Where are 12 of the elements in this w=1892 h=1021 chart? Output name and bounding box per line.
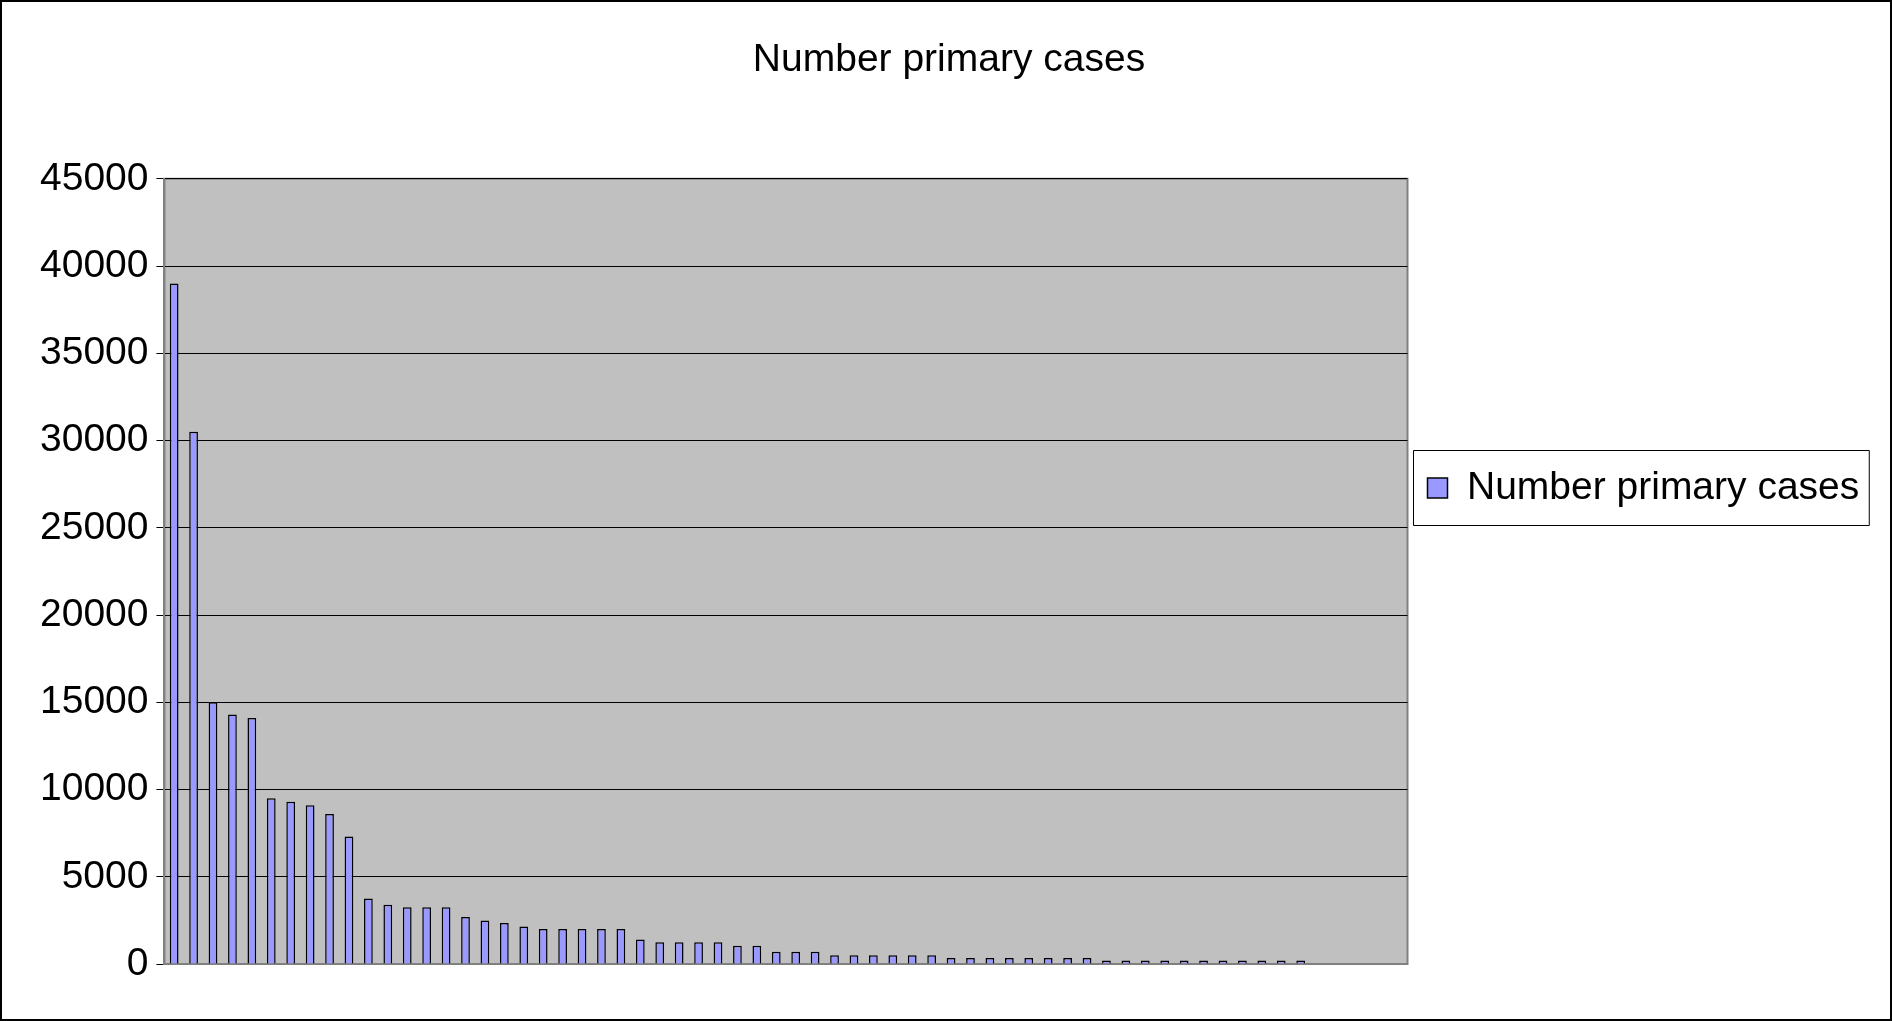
chart-title: Number primary cases bbox=[752, 36, 1146, 80]
y-tick-label: 30000 bbox=[40, 416, 149, 460]
y-tick-label: 15000 bbox=[40, 678, 149, 722]
y-tick-label: 25000 bbox=[40, 503, 149, 547]
y-tick-label: 40000 bbox=[40, 241, 149, 285]
y-tick-label: 45000 bbox=[40, 154, 149, 198]
y-tick-label: 5000 bbox=[61, 852, 149, 896]
y-tick-label: 35000 bbox=[40, 329, 149, 373]
y-tick-label: 20000 bbox=[40, 590, 149, 634]
y-tick-label: 0 bbox=[126, 939, 149, 983]
legend-label: Number primary cases bbox=[1467, 463, 1860, 507]
y-tick-label: 10000 bbox=[40, 765, 149, 809]
